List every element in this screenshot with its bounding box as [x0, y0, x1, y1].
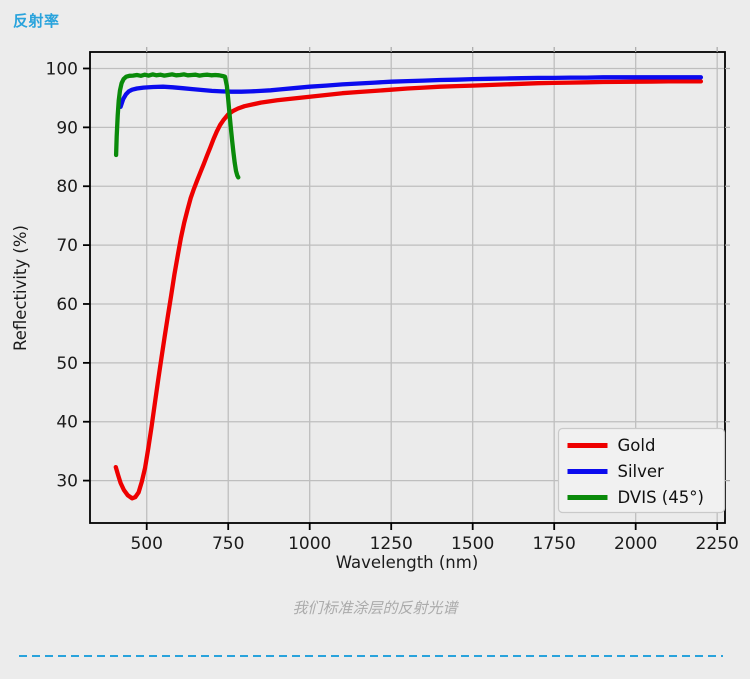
chart-svg: 500 750 1000 1250 1500 1750 2000 2250 30 40 50 60 70…: [11, 47, 739, 572]
y-tick-label: 100: [46, 59, 78, 79]
x-tick-label: 1250: [370, 534, 413, 554]
x-tick-label: 1500: [451, 534, 494, 554]
y-tick-label: 90: [56, 118, 78, 138]
y-tick-label: 70: [56, 236, 78, 256]
tick-labels: 500 750 1000 1250 1500 1750 2000 2250 30 40 50 60 70…: [46, 59, 739, 554]
x-tick-label: 1750: [533, 534, 576, 554]
dvis-45--line: [113, 72, 241, 180]
series-lines: [113, 72, 704, 501]
x-tick-label: 2250: [696, 534, 739, 554]
gridlines: [90, 52, 725, 523]
x-tick-label: 750: [212, 534, 244, 554]
tick-marks: [83, 47, 730, 530]
dashed-divider: [19, 655, 723, 657]
x-tick-label: 500: [130, 534, 162, 554]
y-tick-label: 30: [56, 472, 78, 492]
legend-label: Silver: [618, 462, 665, 481]
x-axis-label: Wavelength (nm): [336, 553, 479, 572]
page-title: 反射率: [13, 12, 60, 30]
reflectivity-chart: 500 750 1000 1250 1500 1750 2000 2250 30 40 50 60 70…: [0, 38, 750, 583]
y-tick-label: 50: [56, 354, 78, 374]
y-axis-label: Reflectivity (%): [11, 225, 30, 351]
y-tick-label: 60: [56, 295, 78, 315]
legend: Gold Silver DVIS (45°): [557, 427, 726, 514]
silver-line: [118, 75, 704, 109]
x-tick-label: 2000: [614, 534, 657, 554]
gold-line: [113, 79, 704, 501]
y-tick-label: 80: [56, 177, 78, 197]
plot-spines: [89, 51, 726, 524]
legend-box: [557, 427, 726, 514]
y-tick-label: 40: [56, 413, 78, 433]
legend-label: DVIS (45°): [618, 488, 704, 507]
legend-label: Gold: [618, 436, 656, 455]
x-tick-label: 1000: [288, 534, 331, 554]
chart-caption: 我们标准涂层的反射光谱: [292, 599, 458, 617]
